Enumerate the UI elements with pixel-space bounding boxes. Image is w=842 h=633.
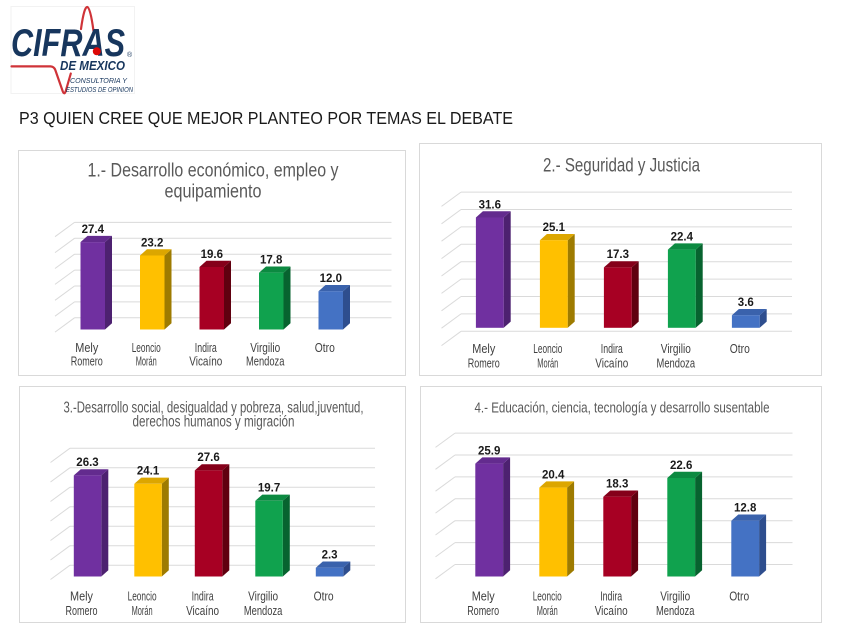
svg-text:1.- Desarrollo económico, empl: 1.- Desarrollo económico, empleo y [88, 160, 339, 182]
svg-text:27.6: 27.6 [197, 452, 219, 464]
svg-text:Vicaíno: Vicaíno [186, 603, 219, 618]
svg-text:Indira: Indira [195, 340, 218, 355]
svg-text:26.3: 26.3 [76, 457, 98, 469]
svg-text:Morán: Morán [136, 354, 157, 369]
svg-text:Leoncio: Leoncio [132, 340, 161, 355]
svg-text:12.0: 12.0 [320, 273, 342, 285]
svg-text:2.- Seguridad y Justicia: 2.- Seguridad y Justicia [543, 154, 700, 176]
svg-text:Mendoza: Mendoza [246, 354, 285, 369]
svg-text:Mely: Mely [472, 341, 495, 356]
svg-text:CONSULTORIA Y: CONSULTORIA Y [70, 76, 128, 85]
svg-text:Mely: Mely [75, 340, 98, 355]
svg-text:Virgilio: Virgilio [660, 589, 690, 604]
svg-text:Mendoza: Mendoza [244, 603, 283, 618]
svg-text:20.4: 20.4 [542, 469, 565, 481]
svg-text:Indira: Indira [601, 341, 624, 356]
svg-text:CIFRAS: CIFRAS [11, 22, 125, 65]
svg-text:19.6: 19.6 [201, 249, 223, 261]
svg-text:Otro: Otro [729, 589, 749, 604]
svg-text:12.8: 12.8 [734, 503, 757, 515]
svg-text:Otro: Otro [314, 589, 334, 604]
svg-text:23.2: 23.2 [141, 237, 163, 249]
svg-text:Morán: Morán [537, 355, 558, 370]
svg-text:Morán: Morán [132, 603, 153, 618]
svg-text:Romero: Romero [71, 354, 103, 369]
svg-text:19.7: 19.7 [258, 483, 280, 495]
svg-text:27.4: 27.4 [82, 224, 105, 236]
svg-text:derechos humanos y migración: derechos humanos y migración [133, 414, 295, 431]
svg-text:25.1: 25.1 [543, 222, 566, 234]
svg-text:3.6: 3.6 [738, 297, 754, 309]
svg-text:17.3: 17.3 [607, 249, 629, 261]
svg-text:Leoncio: Leoncio [533, 341, 562, 356]
svg-text:Mendoza: Mendoza [656, 603, 695, 618]
svg-text:Vicaíno: Vicaíno [189, 354, 222, 369]
svg-text:Mely: Mely [472, 589, 495, 604]
svg-text:4.- Educación, ciencia, tecnol: 4.- Educación, ciencia, tecnología y des… [475, 400, 770, 417]
svg-text:Leoncio: Leoncio [128, 589, 157, 604]
svg-text:Morán: Morán [537, 603, 558, 618]
svg-text:25.9: 25.9 [478, 445, 500, 457]
svg-text:equipamiento: equipamiento [165, 181, 262, 203]
svg-text:Romero: Romero [468, 355, 500, 370]
svg-text:Indira: Indira [600, 589, 623, 604]
svg-text:DE MEXICO: DE MEXICO [60, 58, 125, 73]
svg-text:Virgilio: Virgilio [661, 341, 691, 356]
svg-text:Mendoza: Mendoza [657, 355, 696, 370]
svg-text:Leoncio: Leoncio [533, 589, 562, 604]
svg-text:Vicaíno: Vicaíno [595, 603, 628, 618]
svg-text:Romero: Romero [467, 603, 499, 618]
svg-text:24.1: 24.1 [137, 466, 160, 478]
svg-text:17.8: 17.8 [260, 255, 283, 267]
svg-text:Virgilio: Virgilio [250, 340, 280, 355]
svg-text:Indira: Indira [192, 589, 215, 604]
svg-text:Otro: Otro [315, 340, 335, 355]
svg-text:22.4: 22.4 [671, 231, 694, 243]
svg-text:Otro: Otro [730, 341, 750, 356]
svg-text:31.6: 31.6 [479, 199, 501, 211]
svg-text:ESTUDIOS DE OPINION: ESTUDIOS DE OPINION [66, 85, 133, 94]
svg-text:3.-Desarrollo social, desigual: 3.-Desarrollo social, desigualdad y pobr… [64, 399, 364, 416]
svg-text:Virgilio: Virgilio [248, 589, 278, 604]
svg-text:18.3: 18.3 [606, 479, 628, 491]
svg-text:Romero: Romero [66, 603, 98, 618]
svg-text:22.6: 22.6 [670, 460, 692, 472]
svg-text:Vicaíno: Vicaíno [595, 355, 628, 370]
svg-text:®: ® [127, 51, 133, 59]
svg-text:P3 QUIEN CREE QUE MEJOR PLANTE: P3 QUIEN CREE QUE MEJOR PLANTEO POR TEMA… [19, 108, 513, 128]
svg-text:2.3: 2.3 [322, 550, 338, 562]
svg-text:Mely: Mely [70, 589, 93, 604]
